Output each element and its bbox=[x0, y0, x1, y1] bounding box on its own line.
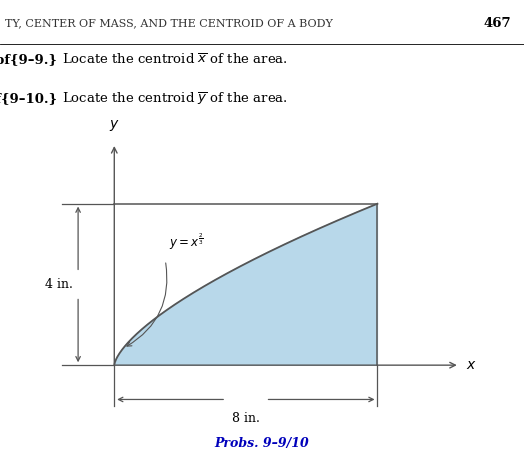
Polygon shape bbox=[114, 204, 377, 365]
Text: 467: 467 bbox=[483, 17, 511, 30]
Text: Probs. 9–9/10: Probs. 9–9/10 bbox=[215, 437, 309, 450]
Text: $y = x^{\frac{2}{3}}$: $y = x^{\frac{2}{3}}$ bbox=[169, 232, 203, 252]
Text: TY, CENTER OF MASS, AND THE CENTROID OF A BODY: TY, CENTER OF MASS, AND THE CENTROID OF … bbox=[5, 18, 333, 28]
Text: Locate the centroid $\overline{x}$ of the area.: Locate the centroid $\overline{x}$ of th… bbox=[62, 53, 288, 67]
Text: $y$: $y$ bbox=[109, 118, 119, 133]
Text: $x$: $x$ bbox=[466, 358, 477, 372]
Text: 4 in.: 4 in. bbox=[45, 278, 73, 291]
Text: \textbf{9–10.}: \textbf{9–10.} bbox=[0, 92, 57, 105]
Text: Locate the centroid $\overline{y}$ of the area.: Locate the centroid $\overline{y}$ of th… bbox=[62, 90, 288, 106]
Text: 8 in.: 8 in. bbox=[232, 412, 260, 425]
Text: \textbf{9–9.}: \textbf{9–9.} bbox=[0, 53, 57, 67]
